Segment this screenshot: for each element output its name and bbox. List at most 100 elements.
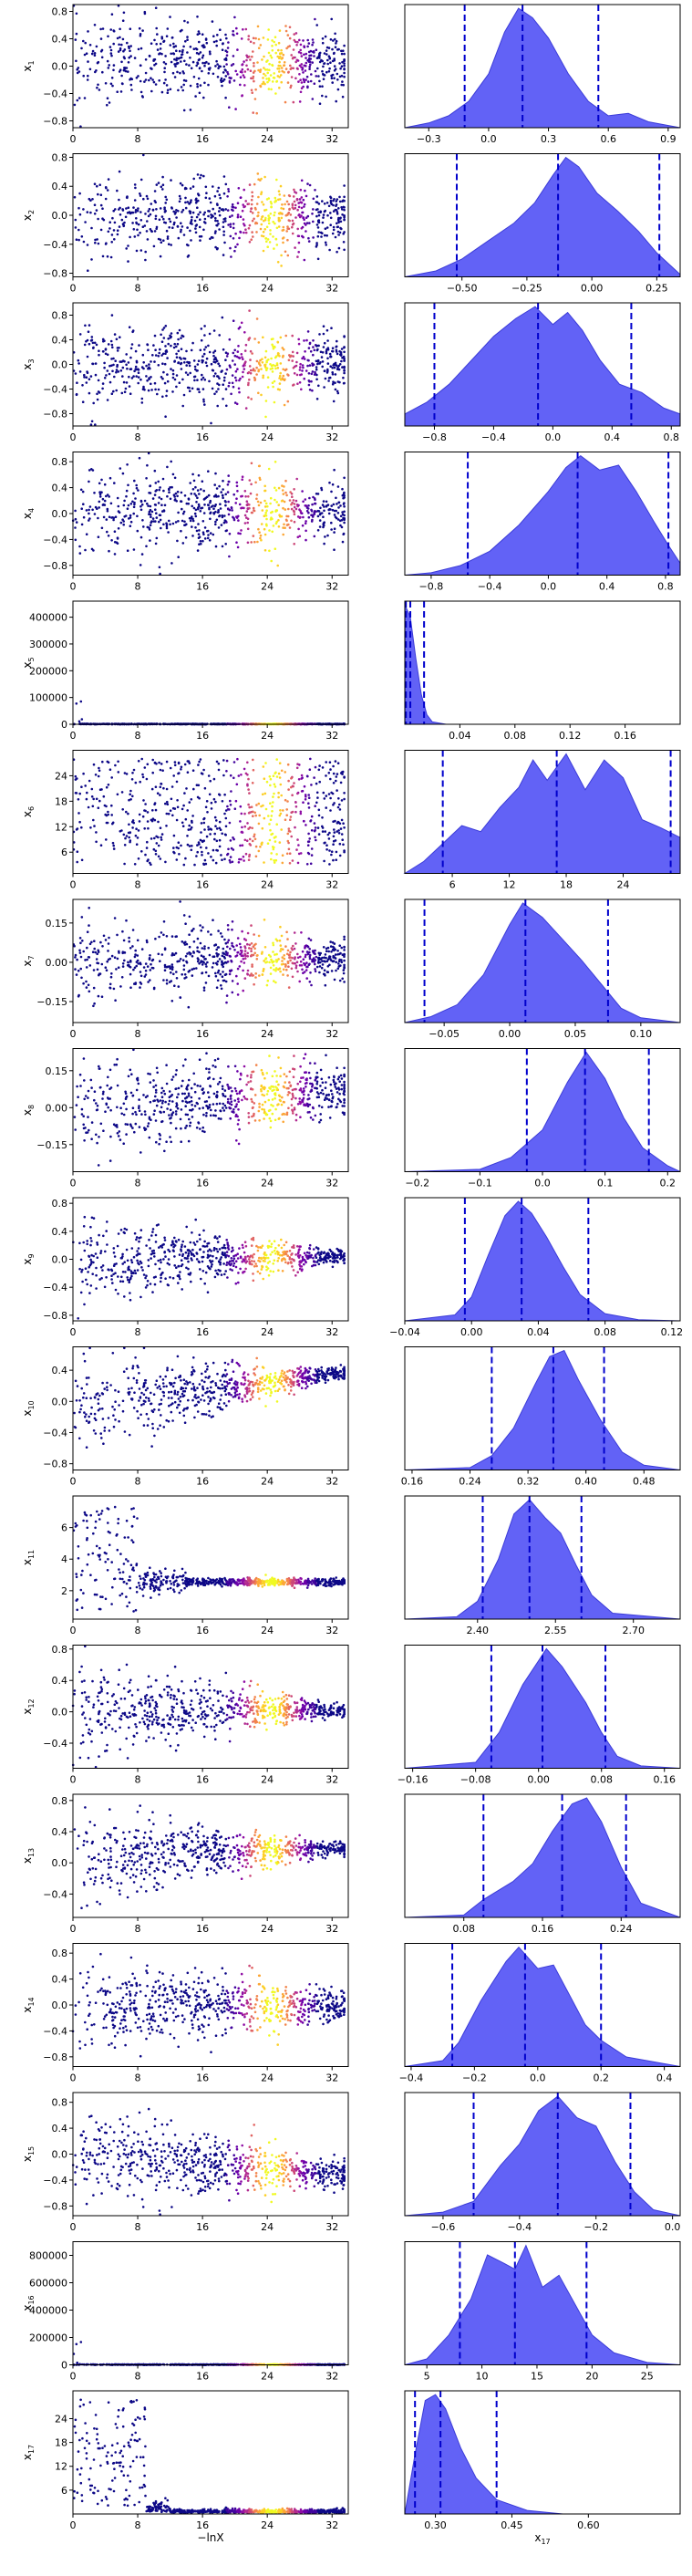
- trace-point: [315, 242, 318, 244]
- trace-point: [310, 784, 313, 786]
- trace-point: [278, 514, 281, 516]
- trace-point: [139, 90, 143, 94]
- trace-point: [217, 388, 220, 390]
- trace-point: [80, 718, 84, 721]
- trace-point: [93, 54, 97, 57]
- trace-point: [270, 202, 274, 205]
- trace-point: [277, 225, 281, 228]
- trace-point: [182, 510, 186, 514]
- trace-point: [175, 971, 178, 973]
- trace-point: [292, 499, 295, 502]
- trace-point: [175, 935, 178, 938]
- trace-point: [279, 362, 283, 365]
- trace-point: [274, 92, 277, 95]
- trace-point: [336, 78, 339, 81]
- trace-point: [298, 73, 301, 76]
- trace-point: [275, 775, 279, 778]
- trace-point: [115, 369, 119, 371]
- trace-point: [77, 812, 80, 815]
- trace-point: [311, 518, 314, 522]
- trace-point: [160, 354, 163, 357]
- trace-point: [338, 958, 341, 961]
- trace-point: [155, 43, 158, 46]
- trace-point: [231, 208, 233, 212]
- trace-point: [338, 349, 341, 353]
- trace-point: [331, 371, 335, 374]
- trace-point: [253, 947, 256, 950]
- trace-point: [340, 771, 344, 774]
- trace-point: [326, 213, 329, 217]
- trace-point: [252, 36, 255, 40]
- trace-point: [248, 365, 252, 368]
- trace-point: [291, 232, 294, 235]
- trace-point: [189, 229, 191, 233]
- trace-point: [225, 404, 228, 408]
- trace-point: [109, 975, 113, 979]
- trace-point: [316, 362, 319, 366]
- trace-point: [110, 776, 113, 779]
- trace-point: [245, 64, 248, 68]
- trace-point: [219, 65, 222, 68]
- trace-xtick-label: 0: [70, 283, 77, 295]
- trace-point: [251, 782, 254, 784]
- trace-point: [244, 852, 248, 856]
- trace-point: [88, 964, 92, 967]
- trace-point: [322, 216, 325, 219]
- trace-point: [78, 552, 82, 555]
- trace-point: [239, 76, 243, 78]
- trace-point: [118, 208, 120, 211]
- trace-point: [189, 57, 191, 59]
- trace-point: [180, 358, 182, 360]
- trace-point: [278, 374, 282, 378]
- trace-point: [287, 358, 291, 362]
- trace-point: [236, 490, 239, 493]
- trace-point: [218, 838, 222, 842]
- trace-point: [294, 826, 296, 829]
- trace-point: [335, 346, 338, 348]
- trace-point: [232, 29, 234, 33]
- marginal-axes-frame: [404, 600, 681, 725]
- trace-point: [124, 836, 127, 840]
- trace-point: [228, 954, 232, 958]
- trace-point: [167, 531, 170, 534]
- trace-point: [189, 84, 192, 88]
- trace-point: [142, 525, 145, 528]
- trace-point: [307, 515, 311, 519]
- marginal-xtick-label: 0.0: [541, 581, 557, 593]
- trace-point: [212, 375, 216, 378]
- trace-point: [119, 90, 123, 93]
- trace-point: [343, 371, 346, 375]
- trace-point: [143, 975, 147, 978]
- trace-point: [341, 511, 344, 514]
- trace-point: [153, 57, 157, 61]
- trace-point: [74, 968, 77, 971]
- trace-point: [88, 44, 92, 47]
- trace-point: [164, 325, 168, 327]
- trace-point: [167, 338, 170, 340]
- trace-point: [132, 968, 135, 971]
- trace-point: [96, 238, 98, 241]
- trace-point: [286, 832, 290, 836]
- trace-point: [294, 957, 296, 961]
- trace-point: [214, 216, 217, 220]
- trace-point: [226, 940, 229, 944]
- trace-point: [324, 35, 327, 38]
- trace-point: [208, 506, 211, 510]
- trace-point: [237, 532, 240, 535]
- trace-point: [246, 783, 249, 786]
- trace-point: [122, 49, 125, 53]
- trace-point: [255, 203, 259, 205]
- trace-point: [154, 542, 158, 545]
- trace-point: [228, 808, 231, 811]
- trace-point: [275, 501, 279, 504]
- trace-point: [190, 348, 193, 352]
- trace-point: [262, 77, 264, 79]
- trace-point: [287, 841, 290, 845]
- trace-point: [267, 222, 271, 225]
- trace-point: [277, 504, 281, 506]
- trace-point: [238, 942, 242, 946]
- trace-point: [111, 821, 115, 825]
- trace-point: [235, 481, 239, 484]
- trace-point: [303, 46, 306, 48]
- trace-point: [198, 235, 201, 238]
